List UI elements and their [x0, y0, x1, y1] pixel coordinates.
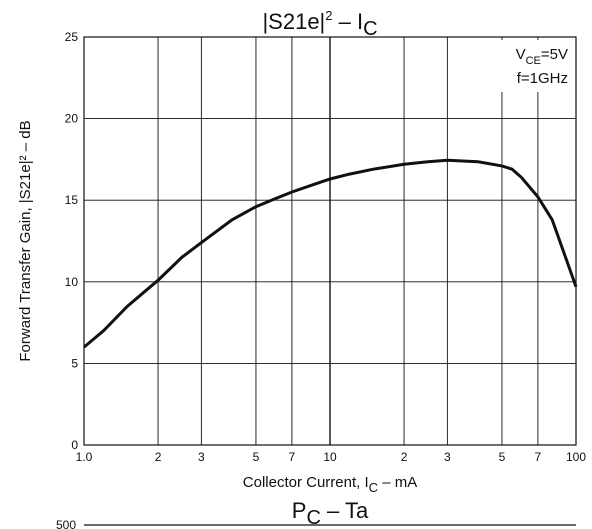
- y-tick-label: 20: [65, 112, 79, 126]
- gain-curve: [83, 158, 578, 349]
- condition-frequency: f=1GHz: [517, 70, 568, 87]
- x-tick-label: 5: [499, 450, 506, 464]
- second-chart-title: PC – Ta: [292, 498, 369, 529]
- x-tick-label: 2: [401, 450, 408, 464]
- chart-title: |S21e|2 – IC: [262, 8, 377, 40]
- x-tick-label: 10: [323, 450, 337, 464]
- second-chart-y-tick-label: 500: [56, 518, 76, 529]
- y-ticks: 0 5 10 15 20 25: [65, 30, 79, 452]
- grid: [84, 37, 576, 445]
- x-tick-label: 100: [566, 450, 586, 464]
- y-tick-label: 15: [65, 193, 79, 207]
- y-axis-label: Forward Transfer Gain, |S21e|² – dB: [17, 120, 34, 361]
- x-tick-label: 7: [289, 450, 296, 464]
- x-tick-label: 5: [253, 450, 260, 464]
- x-axis-label: Collector Current, IC – mA: [243, 474, 417, 495]
- y-tick-label: 5: [71, 356, 78, 370]
- x-tick-label: 1.0: [76, 450, 93, 464]
- x-tick-label: 3: [198, 450, 205, 464]
- x-tick-label: 7: [535, 450, 542, 464]
- x-tick-label: 3: [444, 450, 451, 464]
- x-ticks: 1.0 2 3 5 7 10 2 3 5 7 100: [76, 450, 587, 464]
- y-tick-label: 0: [71, 438, 78, 452]
- conditions-box: [466, 40, 572, 92]
- condition-vce: VCE=5V: [516, 46, 568, 67]
- y-tick-label: 10: [65, 275, 79, 289]
- x-tick-label: 2: [155, 450, 162, 464]
- y-tick-label: 25: [65, 30, 79, 44]
